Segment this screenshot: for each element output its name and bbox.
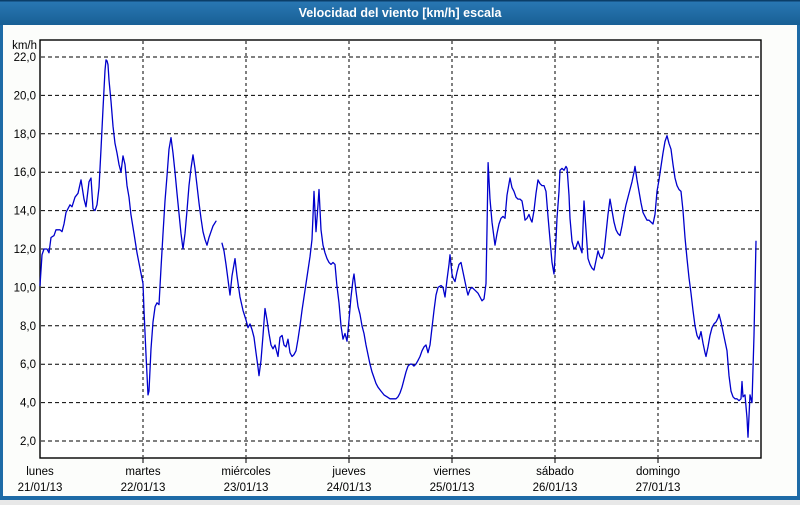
x-day-name-label: jueves: [331, 466, 365, 478]
x-day-date-label: 24/01/13: [327, 482, 372, 494]
y-tick-label: 14,0: [14, 206, 36, 218]
y-tick-label: 4,0: [20, 398, 36, 410]
title-bar: [0, 0, 800, 25]
chart-title: Velocidad del viento [km/h] escala: [299, 6, 503, 20]
x-day-name-label: domingo: [636, 466, 680, 478]
y-tick-label: 12,0: [14, 244, 36, 256]
y-tick-label: 22,0: [14, 52, 36, 64]
x-day-date-label: 27/01/13: [636, 482, 681, 494]
x-day-name-label: viernes: [433, 466, 470, 478]
x-day-date-label: 22/01/13: [121, 482, 166, 494]
y-tick-label: 20,0: [14, 90, 36, 102]
x-day-date-label: 26/01/13: [533, 482, 578, 494]
y-axis-unit-label: km/h: [12, 40, 37, 52]
y-tick-label: 8,0: [20, 321, 36, 333]
title-bar-top-edge: [0, 0, 800, 2]
x-day-name-label: miércoles: [221, 466, 270, 478]
y-tick-label: 10,0: [14, 282, 36, 294]
x-day-name-label: lunes: [26, 466, 54, 478]
y-tick-label: 6,0: [20, 359, 36, 371]
x-day-date-label: 23/01/13: [224, 482, 269, 494]
y-tick-label: 16,0: [14, 167, 36, 179]
x-day-date-label: 25/01/13: [430, 482, 475, 494]
wind-speed-line: [39, 59, 217, 396]
y-tick-label: 18,0: [14, 129, 36, 141]
x-day-name-label: sábado: [536, 466, 574, 478]
plot-area: 22,0 20,0 18,0 16,0 14,0 12,0 10,0 8,0 6,0 4,0 2,0…: [12, 39, 762, 494]
wind-speed-line: [221, 135, 757, 438]
x-day-name-label: martes: [125, 466, 160, 478]
y-tick-label: 2,0: [20, 436, 36, 448]
x-day-date-label: 21/01/13: [18, 482, 63, 494]
